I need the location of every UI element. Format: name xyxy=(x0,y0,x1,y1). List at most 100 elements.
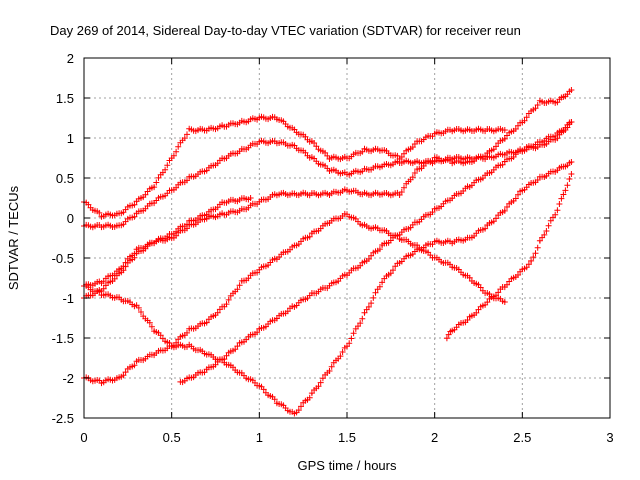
data-point xyxy=(433,241,436,243)
data-point xyxy=(188,129,190,131)
data-point xyxy=(153,241,155,243)
data-point xyxy=(521,121,524,123)
data-point xyxy=(118,273,120,275)
data-point xyxy=(328,285,331,287)
data-point xyxy=(556,133,559,135)
series-H xyxy=(443,171,575,342)
data-point xyxy=(241,281,243,283)
data-point xyxy=(451,265,454,267)
data-point xyxy=(179,381,182,383)
data-point xyxy=(521,189,524,191)
data-point xyxy=(135,253,138,255)
data-point xyxy=(276,141,278,143)
data-point xyxy=(311,193,313,195)
data-point xyxy=(328,193,331,195)
data-point xyxy=(446,337,448,339)
y-tick-label: 0.5 xyxy=(56,171,74,186)
data-point xyxy=(486,301,489,303)
y-tick-label: -1.5 xyxy=(52,331,74,346)
data-point xyxy=(346,173,348,175)
data-point xyxy=(311,293,313,295)
x-tick-label: 1.5 xyxy=(338,430,356,445)
data-point xyxy=(433,157,436,159)
data-point xyxy=(504,137,506,139)
data-point xyxy=(241,149,243,151)
series-G xyxy=(177,119,575,386)
data-point xyxy=(100,281,103,283)
data-point xyxy=(556,137,559,139)
data-point xyxy=(486,153,489,155)
data-point xyxy=(170,233,173,235)
data-point xyxy=(539,177,541,179)
data-point xyxy=(100,293,103,295)
data-point xyxy=(570,89,573,91)
data-point xyxy=(223,357,226,359)
data-point xyxy=(241,373,243,375)
series-H-markers xyxy=(443,171,575,342)
data-point xyxy=(486,173,489,175)
data-point xyxy=(258,385,261,387)
data-point xyxy=(258,201,261,203)
data-point xyxy=(486,293,489,295)
data-point xyxy=(223,305,226,307)
data-point xyxy=(205,217,208,219)
data-point xyxy=(363,261,366,263)
data-point xyxy=(205,169,208,171)
data-point xyxy=(416,221,418,223)
data-point xyxy=(556,101,559,103)
data-point xyxy=(293,245,296,247)
data-points xyxy=(81,87,575,417)
data-point xyxy=(556,169,559,171)
data-point xyxy=(468,317,471,319)
data-point xyxy=(188,345,190,347)
data-point xyxy=(451,197,454,199)
data-point xyxy=(570,173,573,175)
data-point xyxy=(276,193,278,195)
data-point xyxy=(153,329,155,331)
data-point xyxy=(346,213,348,215)
data-point xyxy=(346,345,348,347)
data-point xyxy=(293,129,296,131)
data-point xyxy=(223,201,226,203)
x-axis-label: GPS time / hours xyxy=(298,458,397,473)
data-point xyxy=(504,285,506,287)
chart-title: Day 269 of 2014, Sidereal Day-to-day VTE… xyxy=(50,23,521,38)
data-point xyxy=(276,257,278,259)
data-point xyxy=(468,129,471,131)
data-point xyxy=(346,189,348,191)
data-point xyxy=(311,141,313,143)
data-point xyxy=(188,177,190,179)
data-point xyxy=(530,261,532,263)
data-point xyxy=(258,329,261,331)
data-point xyxy=(170,237,173,239)
data-point xyxy=(381,229,383,231)
data-point xyxy=(433,257,436,259)
y-tick-label: -0.5 xyxy=(52,251,74,266)
data-point xyxy=(346,273,348,275)
data-point xyxy=(433,133,436,135)
data-point xyxy=(205,129,208,131)
data-point xyxy=(433,209,436,211)
data-point xyxy=(468,185,471,187)
data-point xyxy=(293,305,296,307)
data-point xyxy=(486,225,489,227)
data-point xyxy=(451,161,454,163)
data-point xyxy=(398,261,401,263)
data-point xyxy=(153,201,155,203)
data-point xyxy=(118,377,120,379)
data-point xyxy=(258,141,261,143)
data-point xyxy=(451,329,454,331)
data-point xyxy=(398,193,401,195)
data-point xyxy=(486,129,489,131)
data-point xyxy=(486,157,489,159)
y-tick-label: 1 xyxy=(67,131,74,146)
data-point xyxy=(100,381,103,383)
data-point xyxy=(118,213,120,215)
data-point xyxy=(205,213,208,215)
data-point xyxy=(504,129,506,131)
data-point xyxy=(381,245,383,247)
series-D-markers xyxy=(81,87,575,301)
y-tick-label: 1.5 xyxy=(56,91,74,106)
data-point xyxy=(293,145,296,147)
data-point xyxy=(170,189,173,191)
